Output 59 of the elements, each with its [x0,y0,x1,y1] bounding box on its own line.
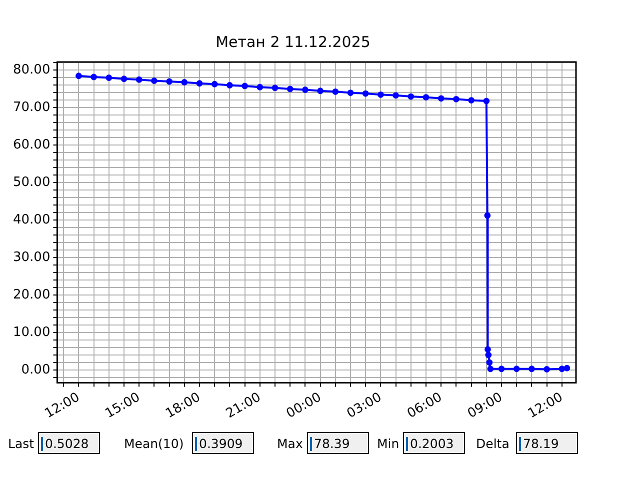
point [302,86,308,93]
point [484,212,491,219]
y-tick-label: 30.00 [13,250,50,265]
point [317,88,324,94]
point [242,82,248,90]
point [486,359,493,366]
point [181,79,188,86]
point [484,346,491,353]
y-tick-label: 10.00 [13,324,50,340]
text: 78.19 [516,432,578,454]
point [485,352,492,358]
y-tick-label: 40.00 [13,212,50,228]
point [528,366,535,372]
point [392,92,399,99]
text: Min [377,436,400,451]
point [90,74,97,80]
text: 0.2003 [403,432,465,454]
y-tick-label: 20.00 [13,287,50,302]
point [362,90,369,97]
point [106,74,112,81]
point [438,95,444,102]
point [378,91,384,98]
text: 0.3909 [192,432,254,454]
point [468,97,475,104]
y-tick-label: 80.00 [13,62,50,78]
point [558,366,566,372]
point [453,96,460,102]
text: Last [8,436,34,451]
point [544,366,550,372]
point [498,366,505,372]
text: Max [277,436,303,451]
point [256,84,264,90]
point [347,90,354,96]
point [564,364,570,372]
text: 0.5028 [38,432,100,454]
point [422,94,430,100]
point [408,93,414,100]
point [483,98,490,104]
point [136,76,142,83]
point [211,80,218,88]
chart-title: Метан 2 11.12.2025 [216,32,370,51]
point [226,82,233,88]
point [75,72,82,80]
y-tick-label: 70.00 [13,100,50,115]
point [513,366,520,372]
point [332,88,339,95]
y-tick-label: 50.00 [13,174,50,190]
text: Delta [476,436,510,451]
point [196,80,203,87]
point [487,366,494,372]
y-tick-label: 0.00 [21,362,50,378]
point [166,78,172,85]
point [150,78,158,84]
text: Mean(10) [124,436,184,451]
point [120,76,128,82]
y-tick-label: 60.00 [13,137,50,152]
point [286,86,294,92]
text: 78.39 [307,432,369,454]
point [272,84,278,92]
